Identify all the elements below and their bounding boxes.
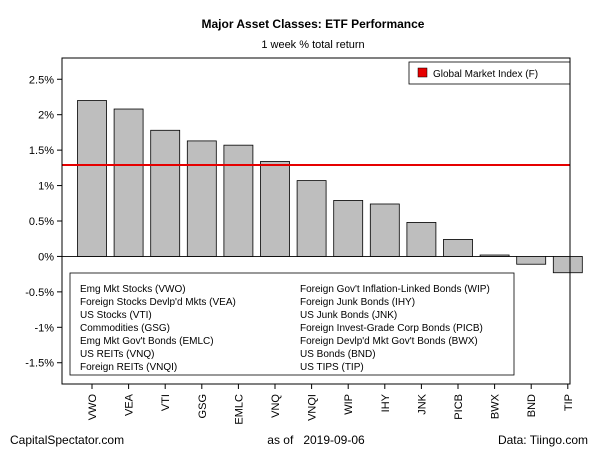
y-tick-label: -1% [34, 322, 54, 334]
description-item: Foreign Devlp'd Mkt Gov't Bonds (BWX) [300, 336, 478, 347]
x-tick-label: VNQI [307, 394, 319, 421]
y-tick-label: 0.5% [29, 216, 54, 228]
description-list-right: Foreign Gov't Inflation-Linked Bonds (WI… [300, 284, 490, 373]
bar-jnk [406, 222, 437, 257]
x-tick-label: BWX [490, 393, 502, 419]
bar-emlc [223, 144, 254, 257]
chart-subtitle: 1 week % total return [261, 39, 364, 51]
legend-swatch [417, 67, 428, 78]
x-tick-label: PICB [453, 394, 465, 420]
description-item: Emg Mkt Gov't Bonds (EMLC) [80, 336, 214, 347]
legend-label: Global Market Index (F) [433, 69, 538, 80]
y-tick-label: 1.5% [29, 145, 54, 157]
footer-date: as of 2019-09-06 [267, 433, 365, 447]
description-item: US Bonds (BND) [300, 349, 376, 360]
description-item: Foreign Gov't Inflation-Linked Bonds (WI… [300, 284, 490, 295]
x-tick-label: VEA [124, 393, 136, 416]
x-tick-label: GSG [197, 394, 209, 418]
description-item: US Junk Bonds (JNK) [300, 310, 397, 321]
x-tick-label: WIP [343, 394, 355, 415]
bar-picb [443, 239, 473, 257]
description-item: Foreign Junk Bonds (IHY) [300, 297, 415, 308]
bar-tip [552, 256, 583, 274]
bar-bnd [516, 256, 547, 265]
y-tick-label: 2.5% [29, 74, 54, 86]
footer-data-credit: Data: Tiingo.com [498, 433, 588, 447]
description-item: Emg Mkt Stocks (VWO) [80, 284, 186, 295]
description-box [69, 272, 515, 376]
bar-vnq [260, 161, 290, 257]
x-tick-label: TIP [563, 394, 575, 411]
y-tick-label: 2% [38, 110, 54, 122]
bar-gsg [186, 140, 217, 257]
bar-bwx [479, 254, 510, 257]
description-item: US Stocks (VTI) [80, 310, 152, 321]
bar-vwo [77, 100, 107, 257]
bar-ihy [369, 203, 400, 257]
footer-source: CapitalSpectator.com [10, 433, 124, 447]
x-tick-label: IHY [380, 393, 392, 412]
description-item: US REITs (VNQ) [80, 349, 154, 360]
description-item: Commodities (GSG) [80, 323, 170, 334]
x-tick-label: VWO [87, 394, 99, 421]
description-item: Foreign REITs (VNQI) [80, 362, 177, 373]
description-item: Foreign Invest-Grade Corp Bonds (PICB) [300, 323, 483, 334]
y-tick-label: 1% [38, 181, 54, 193]
description-item: US TIPS (TIP) [300, 362, 364, 373]
x-tick-label: EMLC [233, 394, 245, 425]
y-tick-label: 0% [38, 251, 54, 263]
bar-vea [113, 108, 144, 257]
y-axis: -1.5% -1% -0.5% 0% 0.5% 1% 1.5% 2% 2.5% [25, 74, 62, 370]
description-item: Foreign Stocks Devlp'd Mkts (VEA) [80, 297, 236, 308]
y-tick-label: -1.5% [25, 358, 54, 370]
bar-wip [333, 200, 364, 257]
description-list-left: Emg Mkt Stocks (VWO) Foreign Stocks Devlp… [80, 284, 236, 373]
plot-frame [61, 57, 571, 385]
bar-vti [150, 129, 181, 257]
bars-group [62, 100, 583, 274]
x-tick-label: VTI [160, 394, 172, 411]
y-tick-label: -0.5% [25, 287, 54, 299]
x-tick-label: VNQ [270, 394, 282, 418]
bar-vnqi [296, 180, 327, 257]
x-axis: VWO VEA VTI GSG EMLC VNQ VNQI WIP IHY JNK PICB BWX B… [87, 384, 575, 425]
x-tick-label: JNK [416, 393, 428, 414]
x-tick-label: BND [526, 394, 538, 417]
chart-title: Major Asset Classes: ETF Performance [202, 17, 425, 31]
